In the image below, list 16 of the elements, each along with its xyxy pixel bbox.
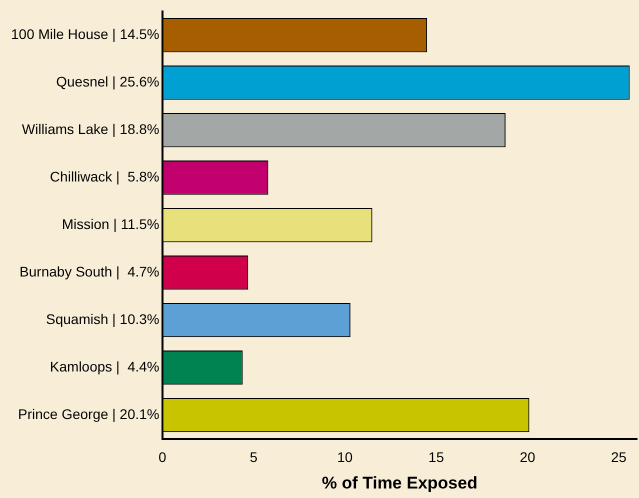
- y-tick-label: Prince George | 20.1%: [18, 406, 160, 422]
- y-tick-label: Burnaby South | 4.7%: [20, 263, 160, 280]
- y-tick-label: Williams Lake | 18.8%: [22, 120, 160, 137]
- x-tick-label: 20: [520, 449, 536, 466]
- x-tick-label: 25: [610, 449, 627, 466]
- y-tick-label: Chilliwack | 5.8%: [50, 168, 160, 184]
- y-tick-label: Kamloops | 4.4%: [50, 358, 160, 374]
- x-axis-title: % of Time Exposed: [322, 473, 478, 492]
- x-tick-label: 15: [428, 449, 444, 466]
- x-tick-label: 5: [250, 449, 258, 466]
- y-tick-label: Mission | 11.5%: [62, 216, 160, 232]
- y-tick-label: Squamish | 10.3%: [46, 310, 160, 327]
- x-tick-label: 10: [337, 449, 353, 466]
- x-tick-label: 0: [158, 449, 166, 466]
- y-tick-label: 100 Mile House | 14.5%: [10, 26, 160, 42]
- y-tick-label: Quesnel | 25.6%: [56, 73, 160, 90]
